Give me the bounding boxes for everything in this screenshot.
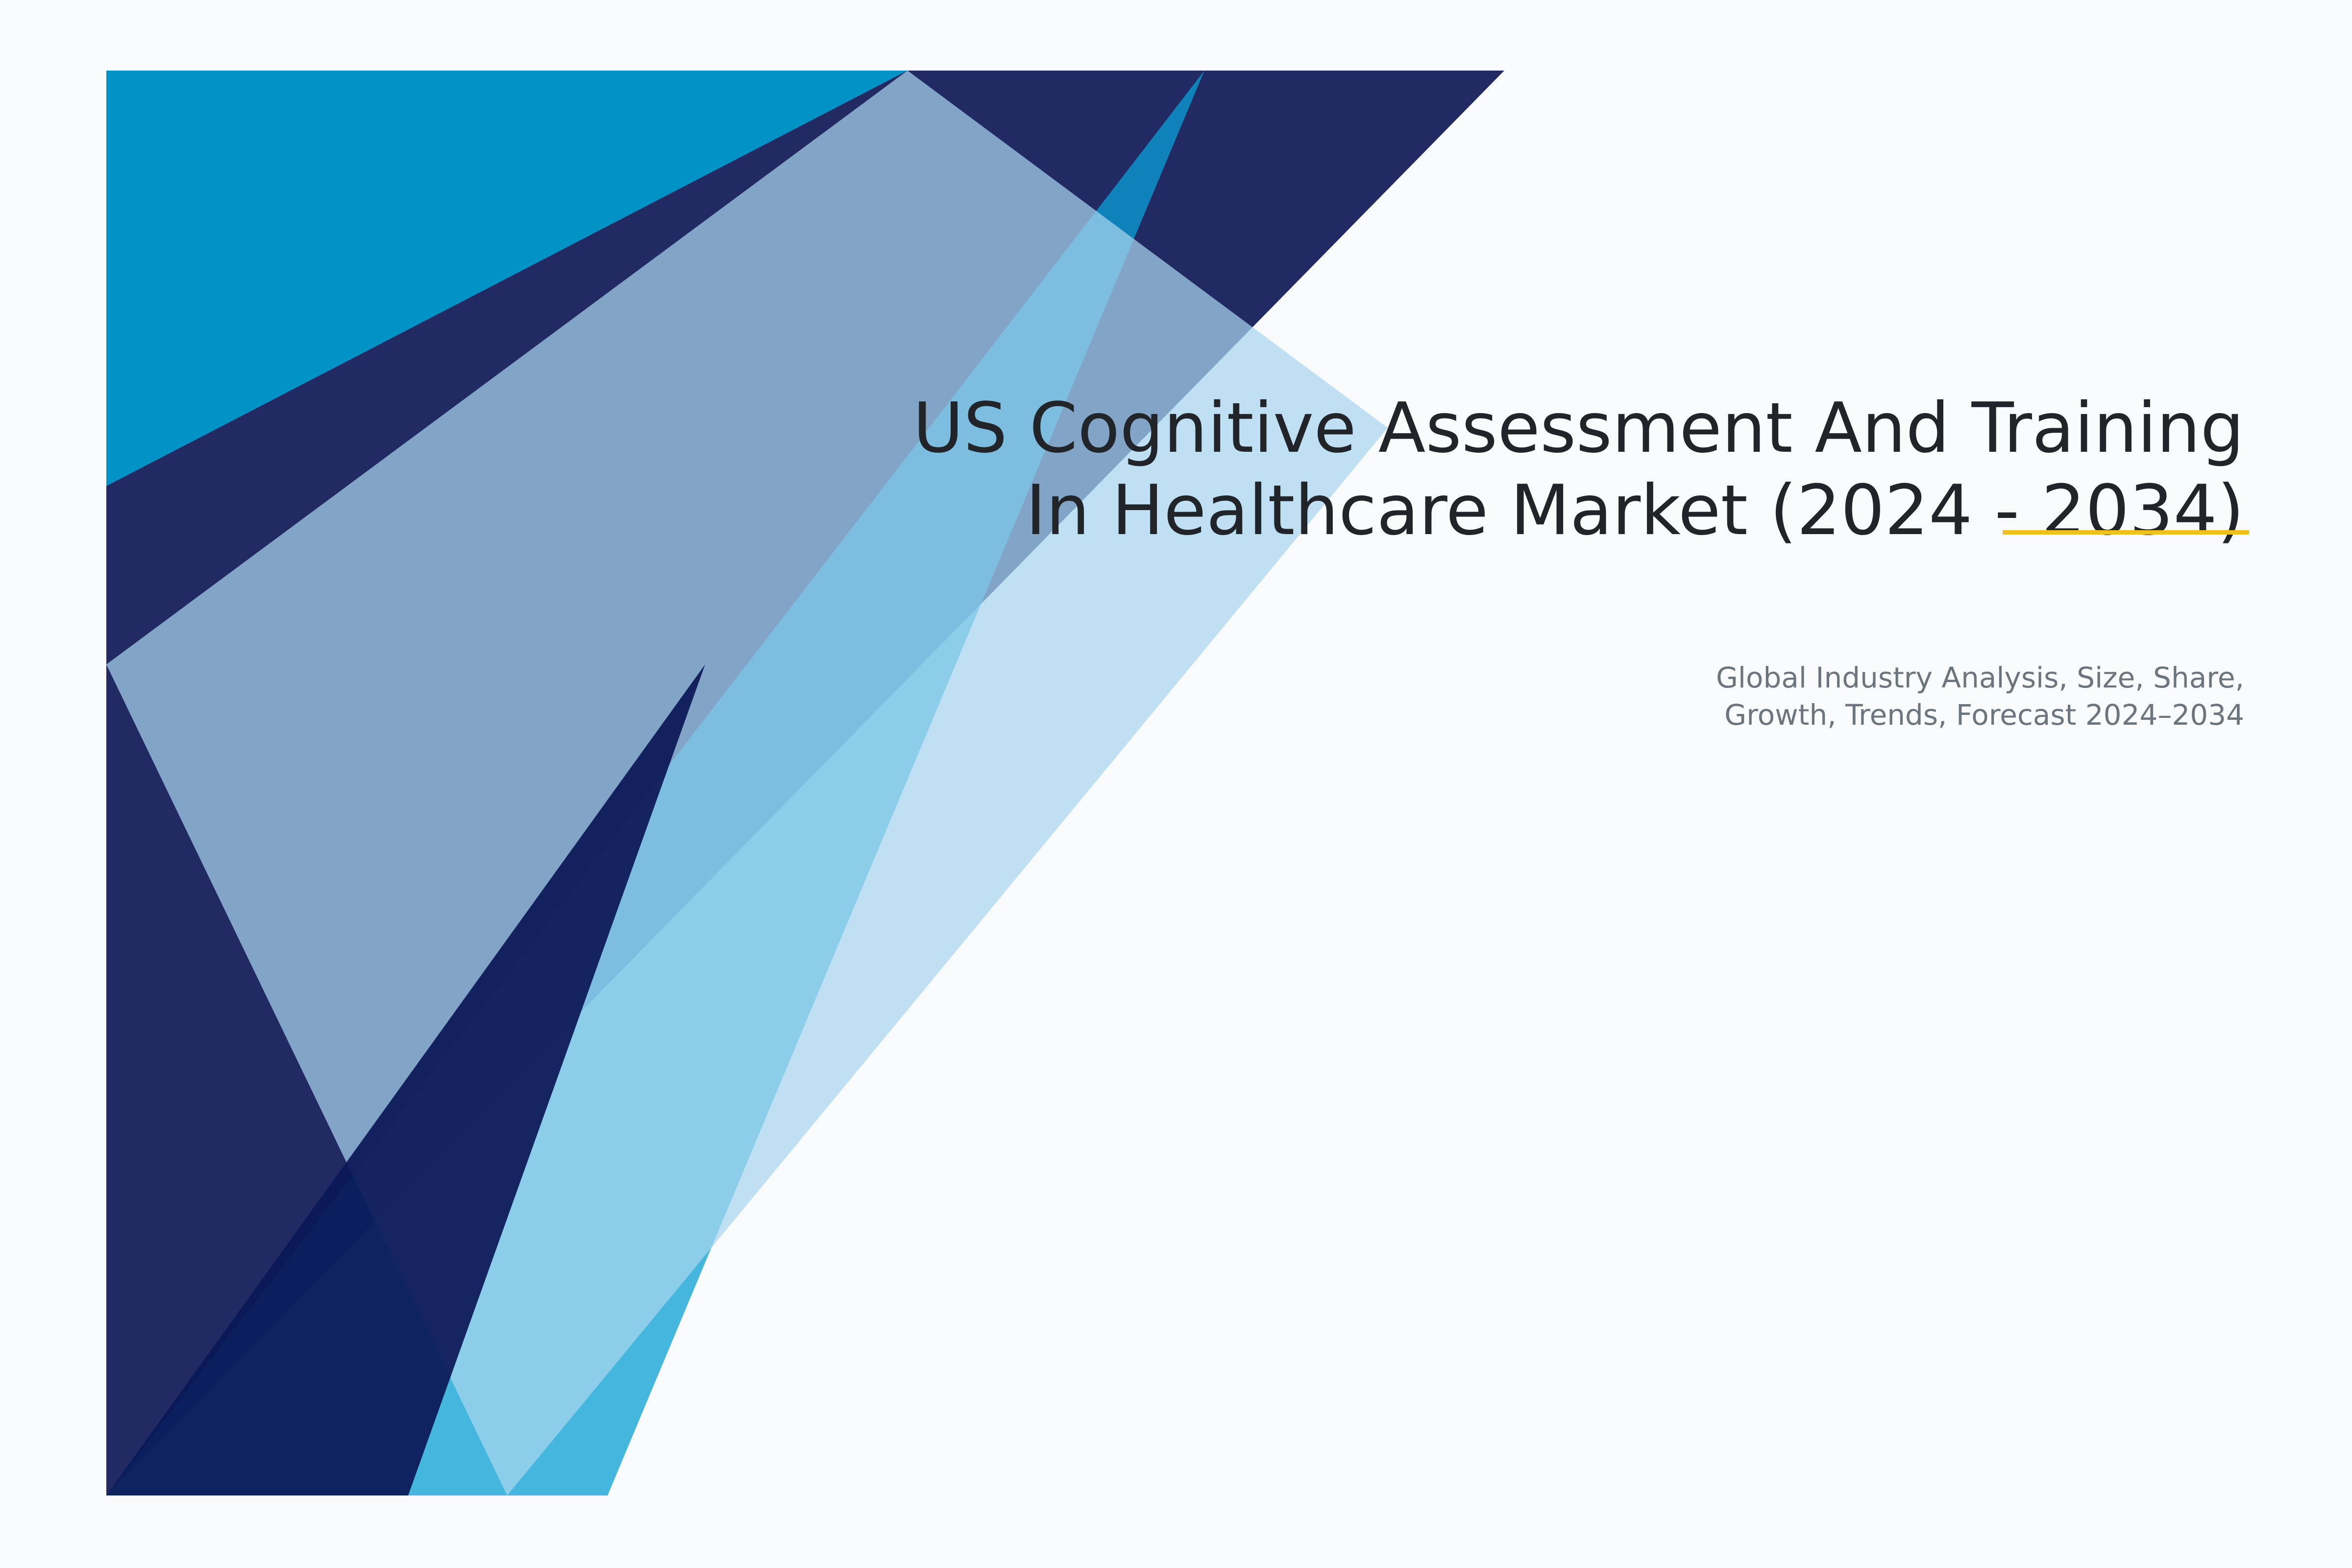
deep-navy-triangle <box>106 664 705 1495</box>
report-subtitle: Global Industry Analysis, Size, Share, G… <box>1715 661 2244 732</box>
report-title: US Cognitive Assessment And Training In … <box>913 388 2244 551</box>
title-accent-underline <box>2003 530 2249 535</box>
cyan-triangle <box>106 71 907 486</box>
